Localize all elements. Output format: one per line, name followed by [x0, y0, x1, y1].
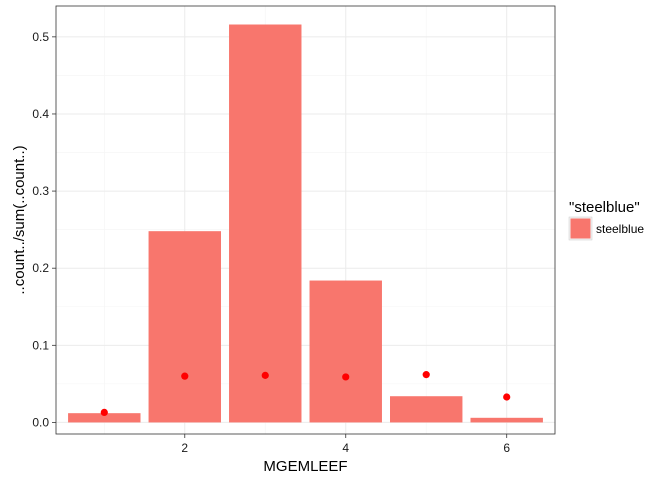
y-tick-label: 0.3: [32, 184, 49, 198]
panel-border: [55, 5, 556, 435]
bar: [229, 24, 302, 423]
y-axis-title: ..count../sum(..count..): [11, 145, 28, 294]
legend: "steelblue" steelblue: [568, 199, 644, 241]
data-point: [261, 371, 269, 379]
data-point: [181, 372, 189, 380]
y-tick-label: 0.1: [32, 338, 49, 352]
points: [100, 371, 511, 417]
data-point: [503, 393, 511, 401]
bar: [470, 417, 543, 423]
data-point: [342, 373, 350, 381]
x-axis: 2 4 6: [181, 434, 510, 455]
legend-item-label: steelblue: [596, 222, 644, 236]
y-axis: 0.0 0.1 0.2 0.3 0.4 0.5: [32, 30, 56, 429]
y-tick-label: 0.5: [32, 30, 49, 44]
bar: [148, 231, 221, 423]
y-tick-label: 0.4: [32, 107, 49, 121]
y-tick-label: 0.2: [32, 261, 49, 275]
x-tick-label: 2: [181, 441, 188, 455]
y-tick-label: 0.0: [32, 415, 49, 429]
bars: [68, 24, 543, 423]
bar: [390, 396, 463, 423]
data-point: [100, 408, 108, 417]
panel-background: [56, 6, 555, 434]
x-tick-label: 4: [342, 441, 349, 455]
bar: [68, 413, 141, 423]
bar: [309, 280, 382, 423]
legend-title: "steelblue": [569, 199, 640, 216]
x-tick-label: 6: [503, 441, 510, 455]
major-gridlines: [56, 6, 555, 434]
data-point: [422, 371, 430, 379]
x-axis-title: MGEMLEEF: [263, 458, 347, 475]
legend-swatch: [570, 218, 591, 239]
